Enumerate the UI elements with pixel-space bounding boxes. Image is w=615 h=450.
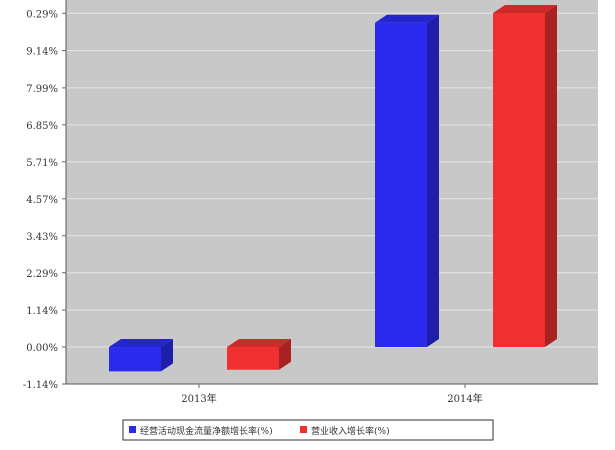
- y-tick-label: 6.85%: [26, 121, 58, 132]
- y-tick-label: 5.71%: [26, 158, 58, 169]
- bar-top: [109, 339, 173, 348]
- bar-cashflow-growth-2: [375, 22, 427, 348]
- bar-top: [375, 14, 439, 23]
- bar-revenue-growth-1: [227, 347, 279, 370]
- bar-revenue-growth-2: [493, 12, 545, 348]
- bar-side: [427, 14, 439, 348]
- bar-top: [227, 339, 291, 348]
- y-tick-label: 0.29%: [26, 9, 58, 20]
- x-tick-label: 2013年: [181, 392, 216, 405]
- bar-side: [161, 339, 173, 372]
- y-tick-label: 2.29%: [26, 269, 58, 280]
- y-tick-label: 1.14%: [26, 306, 58, 317]
- bar-side: [279, 339, 291, 370]
- x-tick-label: 2014年: [447, 392, 482, 405]
- legend-swatch: [129, 426, 136, 433]
- legend-label: 营业收入增长率(%): [311, 425, 390, 437]
- bar-cashflow-growth-1: [109, 347, 161, 372]
- legend-swatch: [300, 426, 307, 433]
- y-tick-label: 4.57%: [26, 195, 58, 206]
- y-tick-label: -1.14%: [23, 380, 58, 391]
- y-tick-label: 3.43%: [26, 232, 58, 243]
- bar-top: [493, 4, 557, 13]
- legend-box: [122, 419, 494, 441]
- y-tick-label: 0.00%: [26, 343, 58, 354]
- y-tick-label: 7.99%: [26, 84, 58, 95]
- bar-side: [545, 4, 557, 348]
- y-tick-label: 9.14%: [26, 47, 58, 58]
- legend-label: 经营活动现金流量净额增长率(%): [140, 425, 273, 437]
